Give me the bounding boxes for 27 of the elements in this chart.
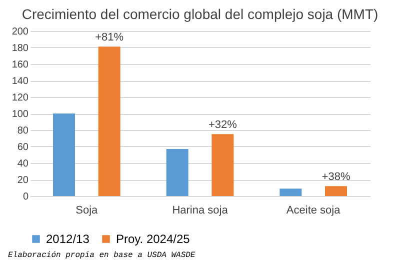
bar bbox=[325, 186, 347, 196]
y-tick-label: 180 bbox=[12, 43, 29, 54]
legend-label: Proy. 2024/25 bbox=[116, 232, 190, 246]
x-tick-label: Harina soja bbox=[172, 204, 229, 216]
y-tick-label: 40 bbox=[17, 158, 29, 170]
x-tick-label: Soja bbox=[76, 204, 99, 216]
y-tick-label: 60 bbox=[17, 142, 29, 153]
bar bbox=[98, 46, 120, 196]
y-tick-label: 140 bbox=[12, 76, 29, 87]
bar bbox=[212, 134, 234, 196]
bar bbox=[280, 188, 302, 196]
text: Elaboración propia en base a USDA WASDE bbox=[8, 251, 196, 260]
y-tick-label: 200 bbox=[12, 26, 29, 38]
y-tick-label: 80 bbox=[17, 126, 29, 136]
y-tick-label: 120 bbox=[12, 92, 29, 104]
x-tick-label: Aceite soja bbox=[286, 204, 342, 216]
y-tick-label: 100 bbox=[12, 109, 29, 120]
legend-label: 2012/13 bbox=[46, 232, 90, 246]
bar bbox=[53, 114, 75, 196]
chart-title: Crecimiento del comercio global del complejo soja (MMT) bbox=[22, 6, 378, 22]
y-tick-label: 160 bbox=[12, 60, 29, 70]
annotation: +32% bbox=[208, 119, 238, 132]
annotation: +81% bbox=[95, 32, 124, 44]
y-tick-label: 20 bbox=[17, 175, 29, 186]
bar bbox=[166, 148, 188, 196]
y-tick-label: 0 bbox=[22, 192, 29, 202]
annotation: +38% bbox=[322, 171, 350, 184]
